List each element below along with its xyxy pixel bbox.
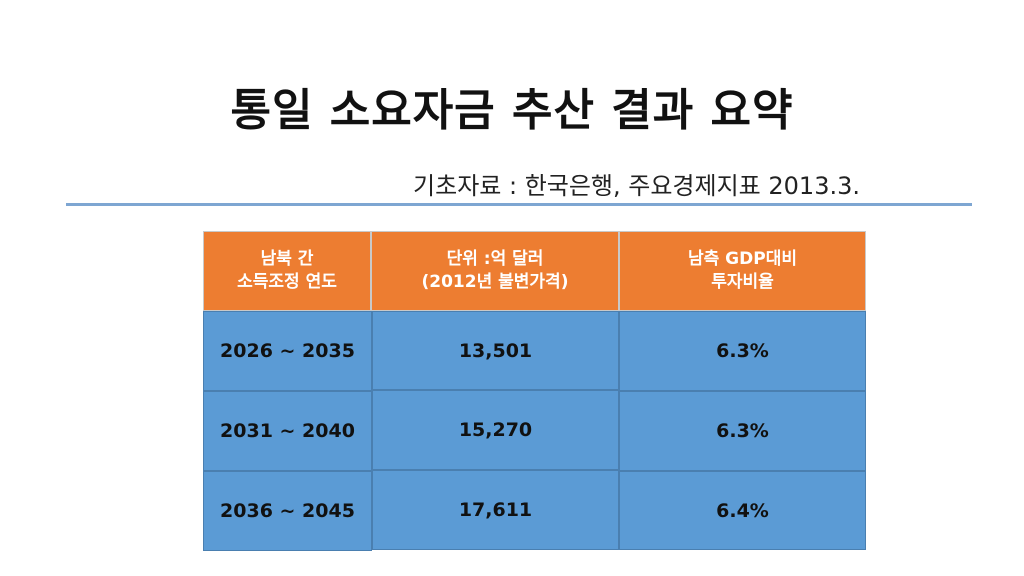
row2-period-cell: 2031 ~ 2040 (203, 391, 372, 471)
header-cell-amount: 단위 :억 달러 (2012년 불변가격) (371, 231, 619, 311)
header-amount-line1: 단위 :억 달러 (446, 249, 544, 269)
slide-title: 통일 소요자금 추산 결과 요약 (230, 85, 794, 136)
row2-amount-cell: 15,270 (372, 390, 619, 470)
row2-ratio-cell: 6.3% (619, 391, 866, 471)
header-ratio-line1: 남측 GDP대비 (687, 249, 797, 269)
header-period-line2: 소득조정 연도 (237, 272, 337, 292)
row3-period-cell: 2036 ~ 2045 (203, 471, 372, 551)
header-cell-period: 남북 간 소득조정 연도 (203, 231, 371, 311)
header-amount-line2: (2012년 불변가격) (421, 272, 569, 292)
row1-period-cell: 2026 ~ 2035 (203, 311, 372, 391)
row3-amount-cell: 17,611 (372, 470, 619, 550)
source-note: 기초자료 : 한국은행, 주요경제지표 2013.3. (413, 172, 860, 200)
header-cell-ratio: 남측 GDP대비 투자비율 (619, 231, 866, 311)
row3-ratio-cell: 6.4% (619, 471, 866, 550)
row1-amount-cell: 13,501 (372, 311, 619, 390)
divider-line (66, 203, 972, 206)
row1-ratio-cell: 6.3% (619, 311, 866, 391)
header-period-line1: 남북 간 (260, 249, 314, 269)
header-ratio-line2: 투자비율 (711, 272, 774, 292)
